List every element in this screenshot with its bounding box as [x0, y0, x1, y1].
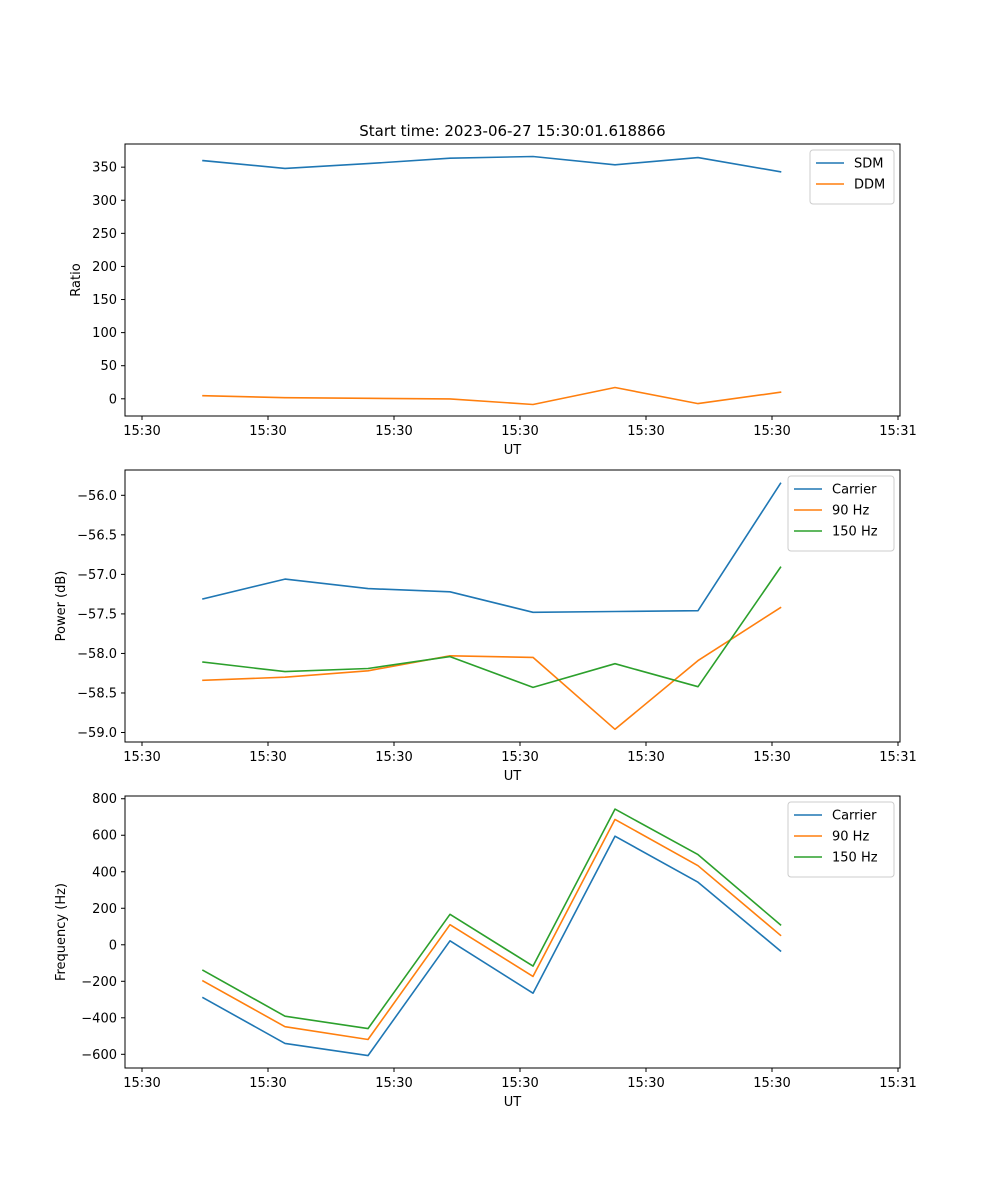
- legend-label: DDM: [854, 178, 885, 193]
- y-tick-label: −400: [81, 1011, 117, 1026]
- y-tick-label: 0: [109, 938, 117, 953]
- axes-frame: [124, 143, 901, 417]
- y-tick-label: 800: [92, 792, 117, 807]
- x-tick-label: 15:30: [753, 750, 790, 765]
- x-tick-label: 15:30: [501, 1076, 538, 1091]
- legend: Carrier 90 Hz 150 Hz: [787, 801, 895, 878]
- series-line-150-hz: [202, 566, 782, 689]
- y-tick-label: −58.0: [77, 647, 117, 662]
- y-tick-label: −59.0: [77, 726, 117, 741]
- y-tick-label: 300: [92, 194, 117, 209]
- legend-label: 150 Hz: [832, 525, 878, 540]
- figure-title: Start time: 2023-06-27 15:30:01.618866: [359, 122, 665, 140]
- x-tick-label: 15:30: [501, 750, 538, 765]
- y-axis-label: Ratio: [69, 263, 84, 296]
- y-tick-label: 350: [92, 161, 117, 176]
- y-tick-label: 50: [100, 359, 117, 374]
- x-tick-label: 15:30: [753, 424, 790, 439]
- x-tick-label: 15:30: [375, 750, 412, 765]
- y-tick-label: −56.5: [77, 528, 117, 543]
- x-axis-label: UT: [504, 443, 522, 458]
- x-axis-label: UT: [504, 769, 522, 784]
- x-tick-label: 15:30: [123, 750, 160, 765]
- x-tick-label: 15:31: [879, 1076, 916, 1091]
- x-axis-label: UT: [504, 1095, 522, 1110]
- series-line-sdm: [202, 155, 782, 173]
- x-tick-label: 15:30: [123, 1076, 160, 1091]
- y-tick-label: −57.0: [77, 568, 117, 583]
- series-line-90-hz: [202, 606, 782, 731]
- legend-label: SDM: [854, 157, 883, 172]
- x-tick-label: 15:30: [123, 424, 160, 439]
- x-tick-label: 15:30: [627, 1076, 664, 1091]
- y-tick-label: 400: [92, 865, 117, 880]
- y-tick-label: 100: [92, 326, 117, 341]
- series-line-carrier: [201, 835, 782, 1057]
- series-line-90-hz: [201, 818, 782, 1041]
- axes-frame: [124, 795, 901, 1069]
- x-tick-label: 15:30: [249, 1076, 286, 1091]
- legend-label: 150 Hz: [832, 851, 878, 866]
- x-tick-label: 15:31: [879, 750, 916, 765]
- subplots: 15:30 15:30 15:30 15:30 15:30 15:30 15:31 0 50 10…: [54, 143, 917, 1110]
- subplot-3: 15:30 15:30 15:30 15:30 15:30 15:30 15:31 −600 −…: [54, 792, 917, 1110]
- y-tick-label: −57.5: [77, 607, 117, 622]
- subplot-2: 15:30 15:30 15:30 15:30 15:30 15:30 15:31 −59.0…: [54, 469, 917, 784]
- subplot-1: 15:30 15:30 15:30 15:30 15:30 15:30 15:31 0 50 10…: [69, 143, 917, 458]
- legend-label: 90 Hz: [832, 504, 869, 519]
- legend-label: Carrier: [832, 809, 877, 824]
- series-line-carrier: [202, 482, 782, 614]
- x-tick-label: 15:30: [375, 1076, 412, 1091]
- legend: SDM DDM: [809, 149, 895, 205]
- x-tick-label: 15:30: [501, 424, 538, 439]
- legend-label: 90 Hz: [832, 830, 869, 845]
- y-axis-label: Frequency (Hz): [54, 883, 69, 981]
- series-line-150-hz: [201, 808, 782, 1030]
- y-tick-label: −600: [81, 1048, 117, 1063]
- y-tick-label: 250: [92, 227, 117, 242]
- x-tick-label: 15:30: [375, 424, 412, 439]
- y-tick-label: 150: [92, 293, 117, 308]
- series-line-ddm: [202, 386, 782, 406]
- y-tick-label: 600: [92, 829, 117, 844]
- y-tick-label: 200: [92, 260, 117, 275]
- legend-box: [787, 801, 895, 878]
- legend-label: Carrier: [832, 483, 877, 498]
- legend: Carrier 90 Hz 150 Hz: [787, 475, 895, 552]
- y-tick-label: −56.0: [77, 489, 117, 504]
- y-tick-label: 0: [109, 392, 117, 407]
- axes-frame: [124, 469, 901, 743]
- y-axis-label: Power (dB): [54, 571, 69, 642]
- x-tick-label: 15:30: [249, 750, 286, 765]
- y-tick-label: 200: [92, 902, 117, 917]
- x-tick-label: 15:30: [249, 424, 286, 439]
- x-tick-label: 15:30: [627, 750, 664, 765]
- y-tick-label: −200: [81, 975, 117, 990]
- x-tick-label: 15:30: [627, 424, 664, 439]
- legend-box: [787, 475, 895, 552]
- x-tick-label: 15:31: [879, 424, 916, 439]
- y-tick-label: −58.5: [77, 686, 117, 701]
- x-tick-label: 15:30: [753, 1076, 790, 1091]
